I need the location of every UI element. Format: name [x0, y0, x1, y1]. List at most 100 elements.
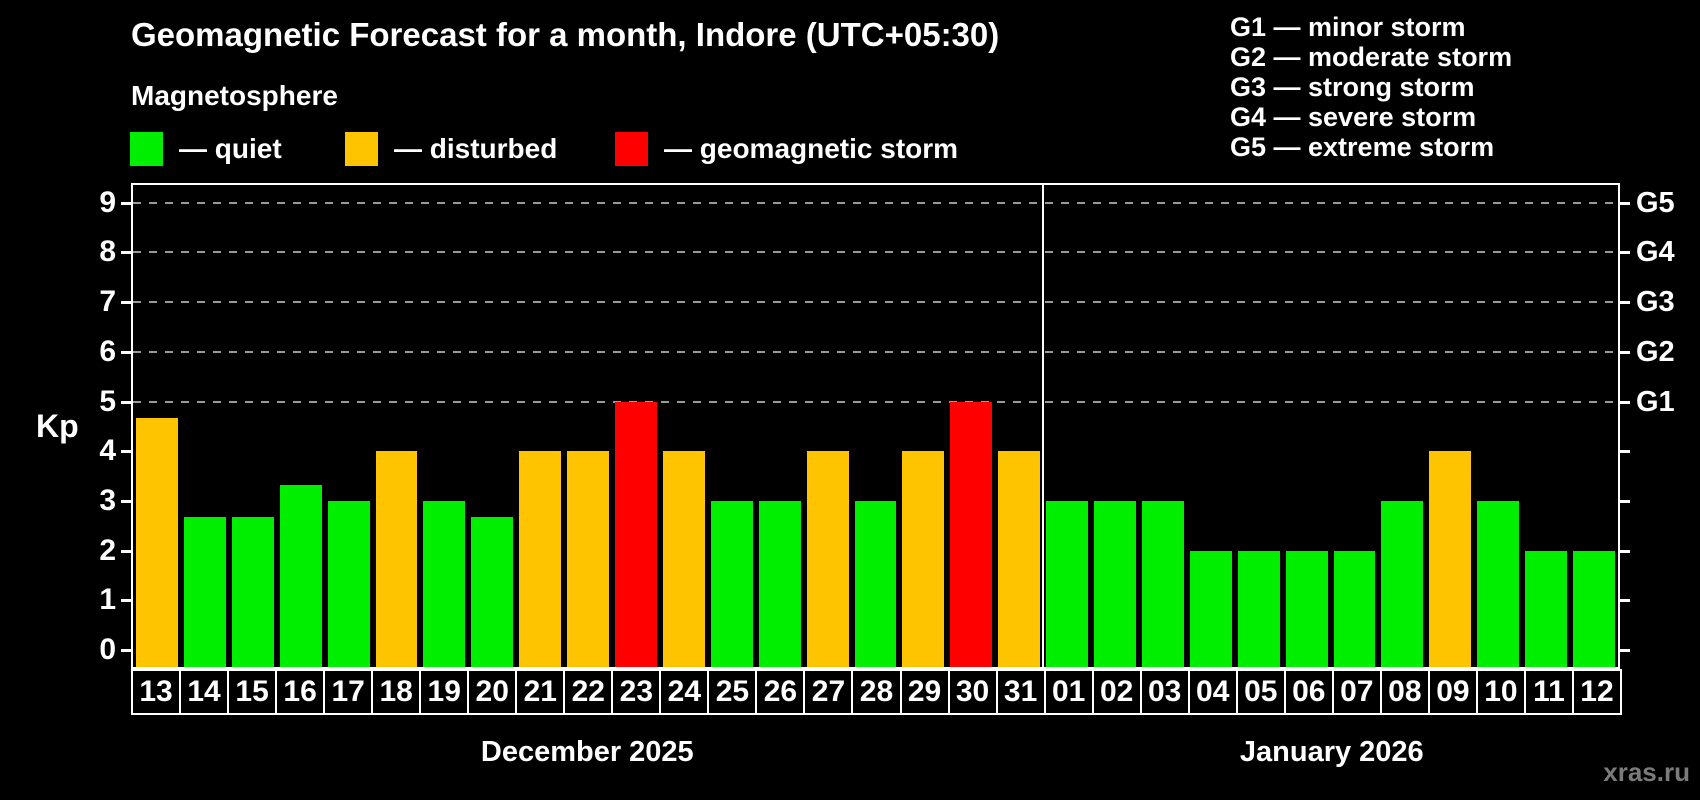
kp-bar [136, 417, 178, 667]
kp-bar [1094, 500, 1136, 667]
y-axis-tick-right [1620, 649, 1630, 652]
y-axis-tick-right [1620, 450, 1630, 454]
y-axis-tick-left [121, 450, 131, 454]
y-axis-label-1: 1 [99, 583, 116, 617]
day-label: 14 [179, 669, 230, 715]
g-axis-label-G4: G4 [1636, 236, 1675, 269]
kp-bar [758, 500, 801, 667]
day-label: 28 [851, 669, 902, 715]
kp-bar [662, 451, 705, 667]
y-axis-tick-left [121, 201, 131, 205]
day-label: 21 [515, 669, 566, 715]
y-axis-tick-left [121, 400, 131, 404]
y-axis-tick-right [1620, 201, 1630, 205]
y-axis-tick-right [1620, 350, 1630, 354]
y-axis-label-5: 5 [99, 384, 116, 418]
day-label: 09 [1427, 669, 1478, 715]
month-label-1: December 2025 [480, 736, 694, 768]
day-label: 06 [1283, 669, 1334, 715]
kp-bar [327, 500, 370, 667]
y-axis-tick-left [121, 599, 131, 603]
g-axis-label-G3: G3 [1636, 286, 1675, 319]
kp-bar [1477, 500, 1520, 667]
day-label: 17 [323, 669, 374, 715]
kp-bar [1189, 550, 1232, 667]
y-axis-tick-right [1620, 400, 1630, 404]
kp-bar [279, 484, 322, 667]
y-axis-label-7: 7 [99, 285, 116, 319]
gridline-kp9 [133, 201, 1618, 204]
day-label: 23 [611, 669, 662, 715]
month-separator [1042, 185, 1045, 667]
legend-label-disturbed: — disturbed [394, 133, 558, 164]
day-label: 12 [1571, 669, 1622, 715]
kp-bar [1046, 500, 1089, 667]
day-label: 13 [131, 669, 182, 715]
g-scale-legend-line-4: G4 — severe storm [1230, 102, 1477, 132]
kp-bar [1525, 550, 1568, 667]
day-label: 15 [227, 669, 278, 715]
y-axis-tick-right [1620, 301, 1630, 305]
day-label: 11 [1523, 669, 1574, 715]
day-label: 02 [1091, 669, 1142, 715]
kp-bar [998, 451, 1041, 667]
g-axis-label-G2: G2 [1636, 335, 1675, 368]
kp-bar [806, 451, 849, 667]
gridline-kp6 [133, 350, 1618, 353]
page-title: Geomagnetic Forecast for a month, Indore… [131, 16, 1000, 53]
g-axis-label-G1: G1 [1636, 385, 1675, 418]
y-axis-tick-left [121, 649, 131, 652]
y-axis-tick-left [121, 301, 131, 305]
y-axis-tick-right [1620, 599, 1630, 603]
day-label: 25 [707, 669, 758, 715]
g-scale-legend-line-3: G3 — strong storm [1230, 72, 1475, 102]
y-axis-tick-left [121, 251, 131, 255]
day-label: 27 [803, 669, 854, 715]
y-axis-tick-right [1620, 499, 1630, 503]
y-axis-label-2: 2 [99, 533, 116, 567]
plot-inner [133, 185, 1618, 667]
g-scale-legend-line-2: G2 — moderate storm [1230, 42, 1513, 72]
g-axis-label-G5: G5 [1636, 186, 1675, 219]
kp-bar [471, 517, 514, 667]
plot-area [131, 183, 1620, 669]
day-label: 22 [563, 669, 614, 715]
day-label: 29 [899, 669, 950, 715]
kp-bar [231, 517, 274, 667]
y-axis-tick-right [1620, 251, 1630, 255]
kp-bar [1333, 550, 1376, 667]
kp-bar [567, 451, 610, 667]
y-axis-tick-right [1620, 549, 1630, 553]
kp-bar [1573, 550, 1615, 667]
storm-color-swatch [615, 132, 648, 166]
kp-bar [519, 451, 562, 667]
day-label: 07 [1331, 669, 1382, 715]
day-label: 08 [1379, 669, 1430, 715]
kp-bar [183, 517, 226, 667]
y-axis-label-9: 9 [99, 185, 116, 219]
kp-bar [1381, 500, 1424, 667]
g-scale-legend-line-5: G5 — extreme storm [1230, 132, 1495, 162]
day-label: 30 [947, 669, 998, 715]
kp-bar [423, 500, 466, 667]
kp-bar [615, 401, 657, 667]
disturbed-color-swatch [345, 132, 378, 166]
y-axis-label-6: 6 [99, 334, 116, 368]
y-axis-label-4: 4 [99, 434, 116, 468]
day-label: 03 [1139, 669, 1190, 715]
legend-item-disturbed: — disturbed [345, 131, 557, 167]
y-axis-tick-left [121, 499, 131, 503]
day-label: 05 [1235, 669, 1286, 715]
kp-bar [1285, 550, 1328, 667]
kp-bar [375, 451, 418, 667]
day-label: 31 [995, 669, 1046, 715]
day-label: 16 [275, 669, 326, 715]
kp-bar [710, 500, 753, 667]
day-label: 10 [1475, 669, 1526, 715]
watermark: xras.ru [1603, 757, 1690, 787]
month-label-2: January 2026 [1239, 736, 1424, 768]
quiet-color-swatch [130, 132, 163, 166]
y-axis-tick-left [121, 350, 131, 354]
chart-subtitle: Magnetosphere [131, 80, 338, 111]
